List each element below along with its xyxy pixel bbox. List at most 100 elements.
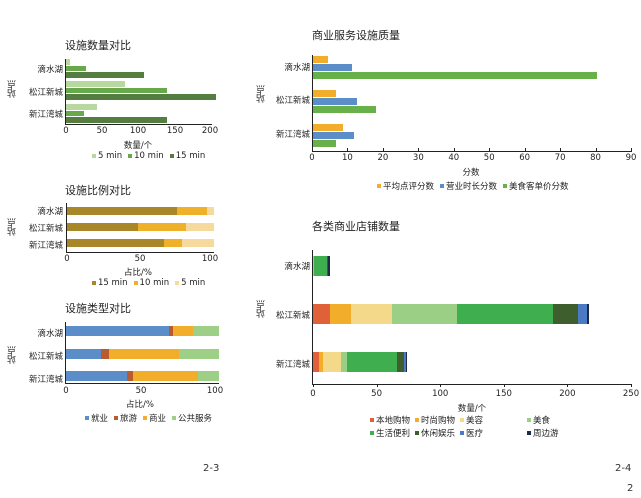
legend-facility-count: 5 min 10 min 15 min <box>92 151 205 161</box>
legend-label: 周边游 <box>533 429 559 439</box>
legend-label: 旅游 <box>120 414 138 424</box>
bar-segment <box>133 371 198 381</box>
category-label: 新江湾城 <box>28 375 63 385</box>
category-label: 松江新城 <box>275 96 310 106</box>
tick-mark <box>440 384 442 387</box>
bar-segment <box>313 106 377 113</box>
y-axis-label: 站点 <box>257 300 267 318</box>
bar-segment <box>313 90 336 97</box>
tick-mark <box>560 148 562 151</box>
legend-swatch-icon <box>169 154 174 158</box>
legend-swatch-icon <box>503 184 508 188</box>
bar-segment <box>186 223 214 231</box>
bar-segment <box>67 223 138 231</box>
legend-store-count-row2: 生活便利 休闲娱乐 医疗 周边游 <box>370 427 559 439</box>
x-axis-label: 分数 <box>462 168 480 178</box>
bar-segment <box>578 304 588 324</box>
bar-segment <box>177 207 207 215</box>
category-label: 滴水湖 <box>284 63 310 73</box>
legend-label: 美食客单价分数 <box>509 182 569 192</box>
legend-swatch-icon <box>415 431 420 435</box>
legend-swatch-icon <box>114 416 119 420</box>
x-tick: 70 <box>554 153 566 163</box>
legend-label: 本地购物 <box>376 416 411 426</box>
legend-label: 美容 <box>466 416 484 426</box>
category-label: 新江湾城 <box>275 130 310 140</box>
legend-label: 美食 <box>533 416 551 426</box>
legend-swatch-icon <box>415 418 420 422</box>
chart-title-facility-ratio: 设施比例对比 <box>65 184 131 197</box>
legend-swatch-icon <box>172 416 177 420</box>
bar-segment <box>406 352 408 372</box>
legend-label: 15 min <box>175 151 206 161</box>
bar-segment <box>179 349 219 359</box>
bar-segment <box>313 304 330 324</box>
bar-segment <box>66 81 126 87</box>
category-label: 松江新城 <box>28 352 63 362</box>
legend-swatch-icon <box>128 154 133 158</box>
bar-segment <box>66 371 128 381</box>
legend-commercial-quality: 平均点评分数 营业时长分数 美食客单价分数 <box>377 180 569 192</box>
bar-segment <box>323 352 342 372</box>
bar-segment <box>552 304 579 324</box>
legend-label: 10 min <box>139 278 170 288</box>
plot-area-facility-type <box>65 322 219 384</box>
x-tick: 80 <box>590 153 601 163</box>
legend-label: 时尚购物 <box>421 416 456 426</box>
category-label: 松江新城 <box>28 224 63 234</box>
y-axis-label: 站点 <box>8 80 18 98</box>
x-tick: 0 <box>64 254 70 264</box>
legend-swatch-icon <box>370 431 374 435</box>
legend-swatch-icon <box>440 184 445 188</box>
chart-title-facility-type: 设施类型对比 <box>65 302 131 315</box>
legend-swatch-icon <box>370 418 374 422</box>
bar-segment <box>66 94 216 100</box>
bar-segment <box>66 87 167 93</box>
bar-segment <box>206 207 214 215</box>
tick-mark <box>631 384 632 387</box>
x-axis-label: 数量/个 <box>457 404 487 414</box>
bar-segment <box>328 256 330 276</box>
legend-swatch-icon <box>527 418 532 422</box>
bar-segment <box>66 59 70 65</box>
bar-segment <box>341 352 348 372</box>
bar-segment <box>66 72 145 78</box>
figure-number-right: 2-4 <box>615 463 632 474</box>
bar-segment <box>137 223 187 231</box>
legend-label: 15 min <box>98 278 128 288</box>
chart-title-commercial-quality: 商业服务设施质量 <box>312 29 400 42</box>
x-tick: 200 <box>559 389 576 399</box>
legend-swatch-icon <box>92 154 96 158</box>
plot-area-facility-ratio <box>66 203 214 253</box>
category-label: 滴水湖 <box>37 207 63 217</box>
bar-segment <box>313 98 357 105</box>
x-tick: 50 <box>134 254 146 264</box>
bar-segment <box>313 72 597 79</box>
tick-mark <box>524 148 526 151</box>
x-tick: 0 <box>310 389 316 399</box>
category-label: 滴水湖 <box>37 329 63 339</box>
bar-segment <box>313 124 344 131</box>
bar-segment <box>351 304 393 324</box>
tick-mark <box>489 148 491 151</box>
x-tick: 10 <box>342 153 353 163</box>
bar-segment <box>66 65 86 71</box>
legend-label: 医疗 <box>466 429 484 439</box>
figure-number-left: 2-3 <box>203 463 220 474</box>
bar-segment <box>173 326 193 336</box>
legend-label: 5 min <box>181 278 206 288</box>
x-axis-label: 占比/% <box>124 268 152 278</box>
legend-swatch-icon <box>133 281 138 285</box>
legend-swatch-icon <box>143 416 148 420</box>
tick-mark <box>418 148 420 151</box>
x-tick: 200 <box>201 126 219 136</box>
legend-label: 就业 <box>91 414 109 424</box>
bar-segment <box>457 304 553 324</box>
tick-mark <box>382 148 384 151</box>
x-tick: 100 <box>201 254 219 264</box>
bar-segment <box>313 256 315 276</box>
x-tick: 100 <box>129 126 147 136</box>
x-tick: 0 <box>309 153 315 163</box>
y-axis-label: 站点 <box>257 85 267 103</box>
x-tick: 90 <box>625 153 637 163</box>
